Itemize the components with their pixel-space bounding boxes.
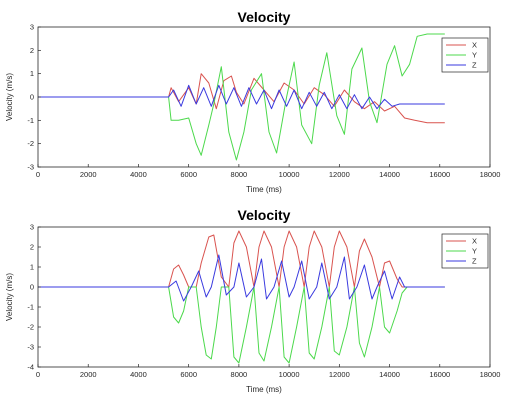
y-tick-label: 2 <box>30 46 34 55</box>
series-line-z <box>38 254 445 302</box>
y-axis: -4 -3 -2 -1 0 1 2 3 <box>27 223 41 372</box>
y-axis: -3 -2 -1 0 1 2 3 <box>27 23 41 172</box>
legend-label-z: Z <box>472 257 477 266</box>
legend-label-y: Y <box>472 247 477 256</box>
y-tick-label: 3 <box>30 23 34 32</box>
y-tick-label: 1 <box>30 263 34 272</box>
plot-area <box>38 33 445 161</box>
x-tick-label: 16000 <box>429 170 450 179</box>
legend-label-y: Y <box>472 51 477 60</box>
y-tick-label: -1 <box>27 303 34 312</box>
x-tick-label: 14000 <box>379 170 400 179</box>
legend: XYZ <box>441 233 489 269</box>
x-tick-label: 2000 <box>80 370 97 379</box>
x-tick-label: 4000 <box>130 170 147 179</box>
chart-title: Velocity <box>238 9 291 25</box>
x-tick-label: 6000 <box>180 170 197 179</box>
x-tick-label: 6000 <box>180 370 197 379</box>
x-tick-label: 2000 <box>80 170 97 179</box>
x-tick-label: 16000 <box>429 370 450 379</box>
x-tick-label: 12000 <box>329 370 350 379</box>
y-axis-label: Velocity (m/s) <box>5 273 14 321</box>
y-tick-label: -2 <box>27 323 34 332</box>
x-axis: 0 2000 4000 6000 8000 10000 12000 14000 16000 180… <box>36 164 501 179</box>
axes-frame <box>37 226 491 368</box>
chart-top: Velocity 0 2000 4000 6000 8000 10000 12000 1400… <box>5 9 500 194</box>
x-tick-label: 10000 <box>279 170 300 179</box>
legend: XYZ <box>441 37 489 73</box>
x-tick-label: 8000 <box>231 370 248 379</box>
y-tick-label: 0 <box>30 283 34 292</box>
x-tick-label: 0 <box>36 170 40 179</box>
series-line-z <box>38 84 445 110</box>
plot-area <box>38 230 445 364</box>
y-tick-label: -2 <box>27 139 34 148</box>
x-axis-label: Time (ms) <box>246 185 282 194</box>
legend-label-z: Z <box>472 61 477 70</box>
series-line-x <box>38 73 445 124</box>
x-tick-label: 12000 <box>329 170 350 179</box>
chart-bottom: Velocity 0 2000 4000 6000 8000 10000 12000 1400… <box>5 207 500 394</box>
y-tick-label: 3 <box>30 223 34 232</box>
y-tick-label: -3 <box>27 163 34 172</box>
y-tick-label: 2 <box>30 243 34 252</box>
series-line-y <box>38 286 445 364</box>
y-tick-label: -4 <box>27 363 34 372</box>
x-tick-label: 4000 <box>130 370 147 379</box>
x-tick-label: 0 <box>36 370 40 379</box>
y-tick-label: 1 <box>30 69 34 78</box>
legend-label-x: X <box>472 41 477 50</box>
x-axis-label: Time (ms) <box>246 385 282 394</box>
y-axis-label: Velocity (m/s) <box>5 73 14 121</box>
x-tick-label: 10000 <box>279 370 300 379</box>
y-tick-label: -1 <box>27 116 34 125</box>
chart-title: Velocity <box>238 207 291 223</box>
series-line-y <box>38 33 445 161</box>
y-tick-label: -3 <box>27 343 34 352</box>
series-line-x <box>38 230 445 288</box>
y-tick-label: 0 <box>30 93 34 102</box>
x-tick-label: 8000 <box>231 170 248 179</box>
legend-label-x: X <box>472 237 477 246</box>
x-tick-label: 18000 <box>480 170 501 179</box>
x-tick-label: 14000 <box>379 370 400 379</box>
x-tick-label: 18000 <box>480 370 501 379</box>
x-axis: 0 2000 4000 6000 8000 10000 12000 14000 16000 180… <box>36 364 501 379</box>
